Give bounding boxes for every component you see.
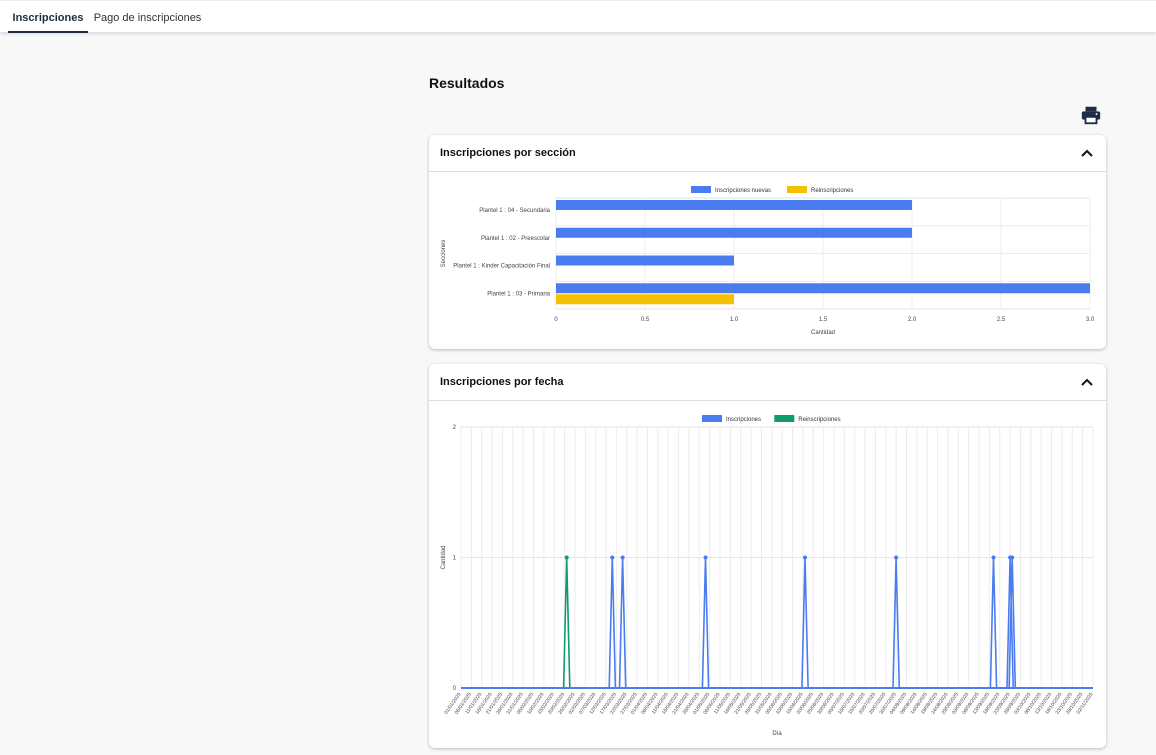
y-tick-label: Plantel 1 : 03 - Primaria — [487, 291, 550, 297]
card-title: Inscripciones por sección — [440, 147, 576, 159]
legend-label: Reinscripciones — [798, 417, 840, 423]
y-axis-label: Secciones — [441, 240, 447, 268]
bar-nuevas — [556, 200, 912, 210]
legend-swatch — [774, 415, 795, 422]
page-title: Resultados — [429, 75, 505, 91]
legend-label: Reinscripciones — [811, 188, 853, 194]
print-button[interactable] — [1080, 104, 1102, 126]
x-tick-label: 2.0 — [908, 317, 917, 323]
card-header-seccion[interactable]: Inscripciones por sección — [429, 135, 1106, 172]
sections-bar-chart: Inscripciones nuevas Reinscripciones 0 0.5 1… — [441, 186, 1095, 336]
data-point — [610, 555, 615, 560]
legend-label: Inscripciones nuevas — [715, 188, 771, 194]
y-axis-label: Cantidad — [441, 545, 447, 569]
y-tick-label: 1 — [453, 556, 457, 562]
card-inscripciones-por-seccion: Inscripciones por sección Inscripciones … — [429, 135, 1106, 349]
data-point — [620, 555, 625, 560]
y-tick-label: 2 — [453, 425, 457, 431]
x-tick-label: 3.0 — [1086, 317, 1095, 323]
top-tab-bar: Inscripciones Pago de inscripciones — [0, 0, 1156, 33]
x-tick-label: 1.5 — [819, 317, 828, 323]
legend-label: Inscripciones — [726, 417, 761, 423]
tab-pago-de-inscripciones[interactable]: Pago de inscripciones — [93, 12, 202, 24]
x-tick-label: 1.0 — [730, 317, 739, 323]
y-tick-label: Plantel 1 : Kinder Capacitación Final — [453, 264, 550, 270]
bar-nuevas — [556, 283, 1090, 294]
x-tick-label: 0 — [554, 317, 558, 323]
data-point — [991, 555, 996, 560]
printer-icon — [1081, 106, 1101, 125]
bar-reinscripciones — [556, 294, 734, 305]
dates-line-chart: Inscripciones Reinscripciones01/01/202506… — [441, 415, 1095, 737]
series-line-inscripciones — [461, 557, 1093, 689]
legend-swatch — [787, 186, 807, 193]
y-tick-label: 0 — [453, 686, 457, 692]
bar-nuevas — [556, 227, 912, 238]
data-point — [802, 555, 807, 560]
data-point — [1010, 555, 1015, 560]
tab-inscripciones[interactable]: Inscripciones — [8, 1, 88, 33]
card-inscripciones-por-fecha: Inscripciones por fecha Inscripciones Rei… — [429, 364, 1106, 748]
card-title: Inscripciones por fecha — [440, 376, 564, 388]
card-header-fecha[interactable]: Inscripciones por fecha — [429, 364, 1106, 401]
chevron-up-icon[interactable] — [1080, 146, 1094, 160]
x-axis-label: Día — [772, 731, 782, 737]
y-tick-label: Plantel 1 : 02 - Preescolar — [481, 236, 550, 242]
legend-swatch — [702, 415, 722, 422]
legend-swatch — [691, 186, 711, 193]
series-line-reinscripciones — [461, 557, 1093, 689]
chevron-up-icon[interactable] — [1080, 375, 1094, 389]
bar-nuevas — [556, 255, 734, 266]
data-point — [894, 555, 899, 560]
y-tick-label: Plantel 1 : 04 - Secundaria — [479, 208, 550, 214]
x-tick-label: 2.5 — [997, 317, 1006, 323]
data-point — [703, 555, 708, 560]
data-point — [564, 555, 569, 560]
x-tick-label: 0.5 — [641, 317, 650, 323]
x-axis-label: Cantidad — [811, 330, 835, 336]
